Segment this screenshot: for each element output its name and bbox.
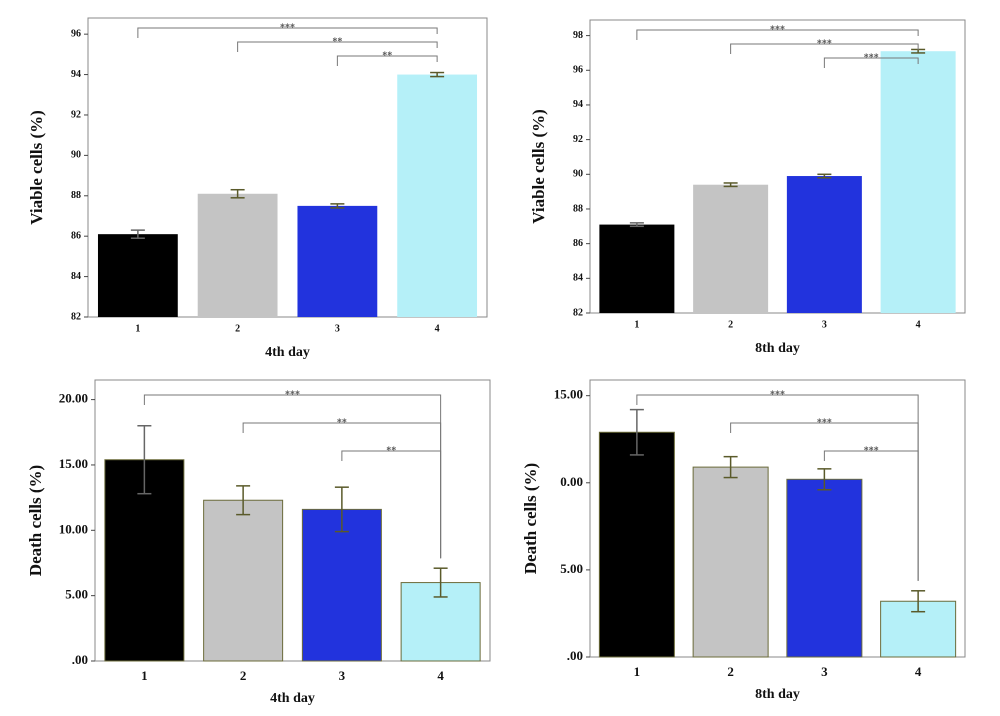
y-tick-label: 86: [71, 230, 81, 241]
y-tick-label: 84: [71, 271, 81, 282]
significance-bracket: [143, 394, 442, 559]
y-tick-label: .00: [567, 648, 583, 663]
plot-frame: [589, 379, 966, 658]
y-tick-label: 20.00: [59, 391, 88, 406]
x-tick-label: 3: [339, 668, 346, 683]
x-tick-label: 4: [916, 319, 921, 330]
bar: [599, 224, 675, 313]
y-tick-label: .00: [72, 652, 88, 667]
x-tick-label: 2: [235, 323, 240, 334]
significance-label: ***: [285, 389, 300, 400]
significance-bracket: [823, 450, 919, 581]
y-tick-label: 88: [71, 190, 81, 201]
x-tick-label: 3: [821, 664, 828, 679]
significance-label: ***: [864, 52, 879, 63]
y-tick-label: 86: [573, 238, 583, 249]
x-tick-label: 4: [915, 664, 922, 679]
y-tick-label: 5.00: [65, 587, 88, 602]
y-tick-label: 90: [573, 169, 583, 180]
x-tick-label: 1: [634, 664, 641, 679]
significance-bracket: [137, 27, 438, 38]
significance-label: **: [382, 50, 392, 61]
plot-frame: [87, 17, 488, 318]
bar: [786, 478, 863, 658]
significance-label: **: [332, 36, 342, 47]
bar: [203, 499, 284, 662]
plot-frame: [94, 379, 491, 662]
bar: [397, 74, 478, 317]
x-tick-label: 4: [435, 323, 440, 334]
x-tick-label: 1: [135, 323, 140, 334]
x-tick-label: 2: [727, 664, 734, 679]
y-tick-label: 15.00: [59, 456, 88, 471]
y-tick-label: 0.00: [560, 474, 583, 489]
y-tick-label: 88: [573, 203, 583, 214]
y-axis-label: Death cells (%): [521, 463, 540, 574]
significance-label: ***: [817, 38, 832, 49]
significance-label: ***: [280, 22, 295, 33]
y-tick-label: 94: [71, 69, 81, 80]
significance-bracket: [237, 41, 438, 52]
significance-bracket: [341, 450, 442, 559]
significance-bracket: [336, 55, 438, 66]
x-axis-label: 4th day: [265, 345, 310, 360]
x-tick-label: 1: [141, 668, 148, 683]
y-tick-label: 94: [573, 99, 583, 110]
bar: [97, 234, 178, 317]
significance-bracket: [730, 43, 919, 54]
x-axis-label: 8th day: [755, 341, 800, 356]
x-tick-label: 4: [437, 668, 444, 683]
significance-bracket: [636, 29, 919, 40]
significance-label: ***: [817, 417, 832, 428]
significance-label: **: [337, 417, 347, 428]
x-axis-label: 8th day: [755, 687, 800, 702]
plot-frame: [589, 19, 966, 314]
bar: [693, 184, 769, 313]
y-tick-label: 90: [71, 150, 81, 161]
significance-label: ***: [864, 445, 879, 456]
bar: [786, 176, 862, 313]
y-tick-label: 84: [573, 273, 583, 284]
significance-label: ***: [770, 389, 785, 400]
y-tick-label: 82: [71, 311, 81, 322]
x-tick-label: 2: [240, 668, 247, 683]
y-axis-label: Viable cells (%): [529, 109, 548, 224]
y-axis-label: Viable cells (%): [27, 110, 46, 225]
bar: [598, 431, 675, 658]
y-tick-label: 82: [573, 307, 583, 318]
y-tick-label: 98: [573, 30, 583, 41]
significance-bracket: [823, 57, 919, 68]
x-tick-label: 2: [728, 319, 733, 330]
x-tick-label: 3: [822, 319, 827, 330]
bar: [297, 205, 378, 317]
y-tick-label: 15.00: [554, 387, 583, 402]
y-tick-label: 96: [573, 65, 583, 76]
bar: [197, 193, 278, 317]
x-axis-label: 4th day: [270, 691, 315, 706]
bar: [880, 51, 956, 314]
bar: [692, 466, 769, 658]
x-tick-label: 3: [335, 323, 340, 334]
y-axis-label: Death cells (%): [26, 465, 45, 576]
y-tick-label: 5.00: [560, 561, 583, 576]
x-tick-label: 1: [634, 319, 639, 330]
y-tick-label: 92: [573, 134, 583, 145]
significance-label: ***: [770, 24, 785, 35]
y-tick-label: 92: [71, 109, 81, 120]
y-tick-label: 10.00: [59, 521, 88, 536]
y-tick-label: 96: [71, 28, 81, 39]
significance-label: **: [386, 445, 396, 456]
